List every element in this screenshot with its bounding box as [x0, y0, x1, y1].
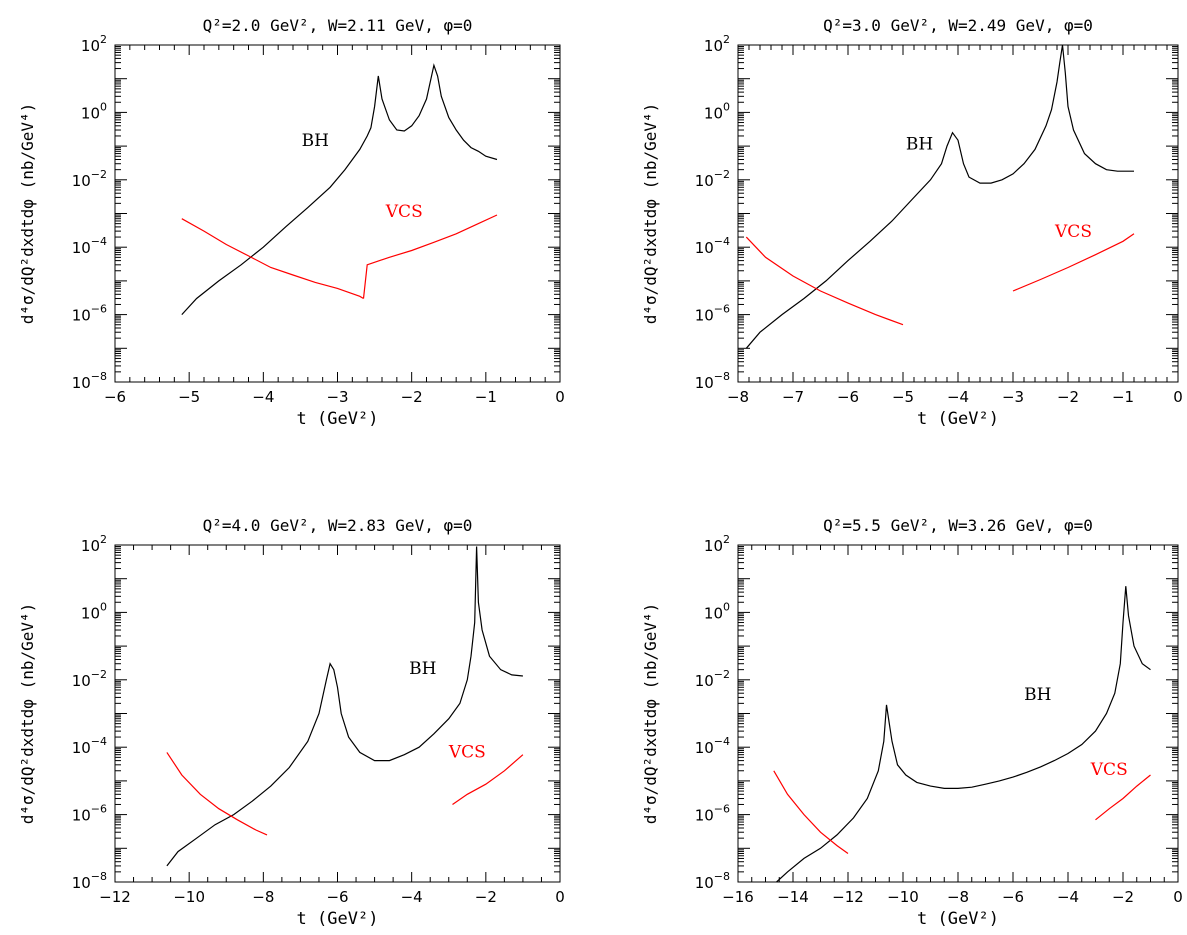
annotation-bh: BH — [906, 134, 933, 154]
x-tick-label: −10 — [887, 888, 919, 906]
y-tick-label: 100 — [81, 600, 107, 622]
series-line-vcs-2 — [1095, 774, 1151, 821]
x-tick-label: 0 — [555, 888, 565, 906]
x-tick-label: −3 — [1002, 388, 1024, 406]
x-tick-label: −4 — [252, 388, 274, 406]
chart-panel-4: −16 −14 −12 −10 −8 −6 −4 −2 0 10−8 10−6 10−4 10−2 100… — [641, 516, 1183, 929]
x-tick-label: 0 — [555, 388, 565, 406]
y-tick-label: 102 — [81, 533, 107, 555]
annotation-bh: BH — [409, 659, 436, 679]
series-line-bh — [181, 63, 498, 316]
x-tick-label: −8 — [727, 388, 749, 406]
y-tick-label: 10−8 — [72, 370, 107, 392]
x-tick-label: −14 — [777, 888, 809, 906]
x-tick-label: −10 — [173, 888, 205, 906]
y-tick-label: 10−4 — [72, 235, 107, 257]
series-line-vcs-2 — [362, 214, 498, 299]
x-tick-label: −8 — [252, 888, 274, 906]
annotation-vcs: VCS — [448, 742, 486, 762]
x-tick-label: −12 — [832, 888, 864, 906]
y-axis-label: d⁴σ/dQ²dxdtdφ (nb/GeV⁴) — [641, 103, 660, 325]
series-line-vcs-2 — [1012, 233, 1135, 292]
y-tick-label: 10−8 — [72, 870, 107, 892]
chart-title: Q²=5.5 GeV², W=3.26 GeV, φ=0 — [823, 516, 1093, 535]
y-tick-label: 10−8 — [695, 370, 730, 392]
chart-title: Q²=3.0 GeV², W=2.49 GeV, φ=0 — [823, 16, 1093, 35]
x-tick-label: 0 — [1173, 888, 1183, 906]
chart-panel-1: −6 −5 −4 −3 −2 −1 0 10−8 10−6 10−4 10−2 100 102 BH VCS… — [18, 16, 565, 429]
y-tick-label: 100 — [81, 100, 107, 122]
plot-frame — [737, 544, 1179, 883]
series-line-vcs-2 — [452, 754, 524, 805]
plot-frame — [114, 44, 561, 383]
x-tick-label: −2 — [1057, 388, 1079, 406]
chart-panel-2: −8 −7 −6 −5 −4 −3 −2 −1 0 10−8 10−6 10−4 10−2 100 102 B… — [641, 16, 1183, 429]
x-tick-label: −12 — [99, 888, 131, 906]
x-axis-label: t (GeV²) — [297, 909, 379, 929]
y-tick-label: 10−2 — [695, 668, 730, 690]
series-line-bh — [745, 44, 1134, 349]
series-line-vcs-1 — [745, 236, 904, 326]
series-line-vcs-1 — [166, 752, 268, 836]
chart-title: Q²=4.0 GeV², W=2.83 GeV, φ=0 — [203, 516, 473, 535]
y-tick-label: 10−8 — [695, 870, 730, 892]
y-tick-label: 10−6 — [72, 303, 107, 325]
y-tick-label: 10−2 — [72, 168, 107, 190]
x-tick-label: 0 — [1173, 388, 1183, 406]
y-tick-label: 102 — [704, 33, 730, 55]
y-tick-label: 10−4 — [695, 235, 730, 257]
y-tick-label: 102 — [704, 533, 730, 555]
plot-frame — [114, 544, 561, 883]
y-axis-label: d⁴σ/dQ²dxdtdφ (nb/GeV⁴) — [641, 603, 660, 825]
x-tick-label: −2 — [475, 888, 497, 906]
y-tick-label: 10−6 — [72, 803, 107, 825]
y-tick-label: 100 — [704, 600, 730, 622]
y-tick-label: 10−4 — [72, 735, 107, 757]
series-line-vcs-1 — [773, 770, 849, 854]
x-tick-label: −7 — [782, 388, 804, 406]
x-tick-label: −8 — [947, 888, 969, 906]
y-tick-label: 10−6 — [695, 803, 730, 825]
series-line-bh — [776, 586, 1151, 883]
x-tick-label: −4 — [1057, 888, 1079, 906]
annotation-bh: BH — [1024, 685, 1051, 705]
x-axis-label: t (GeV²) — [297, 409, 379, 429]
y-tick-label: 10−2 — [695, 168, 730, 190]
series-line-vcs-1 — [181, 218, 364, 300]
annotation-vcs: VCS — [1090, 760, 1128, 780]
x-tick-label: −1 — [475, 388, 497, 406]
chart-title: Q²=2.0 GeV², W=2.11 GeV, φ=0 — [203, 16, 473, 35]
chart-panel-3: −12 −10 −8 −6 −4 −2 0 10−8 10−6 10−4 10−2 100 102 BH V… — [18, 516, 565, 929]
y-tick-label: 10−4 — [695, 735, 730, 757]
series-line-bh — [166, 546, 523, 867]
x-tick-label: −6 — [326, 888, 348, 906]
x-tick-label: −5 — [892, 388, 914, 406]
x-tick-label: −6 — [104, 388, 126, 406]
y-tick-label: 100 — [704, 100, 730, 122]
x-tick-label: −4 — [947, 388, 969, 406]
y-tick-label: 10−6 — [695, 303, 730, 325]
x-tick-label: −16 — [722, 888, 754, 906]
x-axis-label: t (GeV²) — [917, 909, 999, 929]
y-tick-label: 10−2 — [72, 668, 107, 690]
x-tick-label: −2 — [401, 388, 423, 406]
x-axis-label: t (GeV²) — [917, 409, 999, 429]
x-tick-label: −3 — [326, 388, 348, 406]
x-tick-label: −1 — [1112, 388, 1134, 406]
plot-frame — [737, 44, 1179, 383]
x-tick-label: −6 — [1002, 888, 1024, 906]
y-tick-label: 102 — [81, 33, 107, 55]
x-tick-label: −4 — [401, 888, 423, 906]
x-tick-label: −6 — [837, 388, 859, 406]
annotation-bh: BH — [302, 131, 329, 151]
y-axis-label: d⁴σ/dQ²dxdtdφ (nb/GeV⁴) — [18, 603, 37, 825]
annotation-vcs: VCS — [1054, 222, 1092, 242]
x-tick-label: −2 — [1112, 888, 1134, 906]
x-tick-label: −5 — [178, 388, 200, 406]
y-axis-label: d⁴σ/dQ²dxdtdφ (nb/GeV⁴) — [18, 103, 37, 325]
annotation-vcs: VCS — [385, 202, 423, 222]
